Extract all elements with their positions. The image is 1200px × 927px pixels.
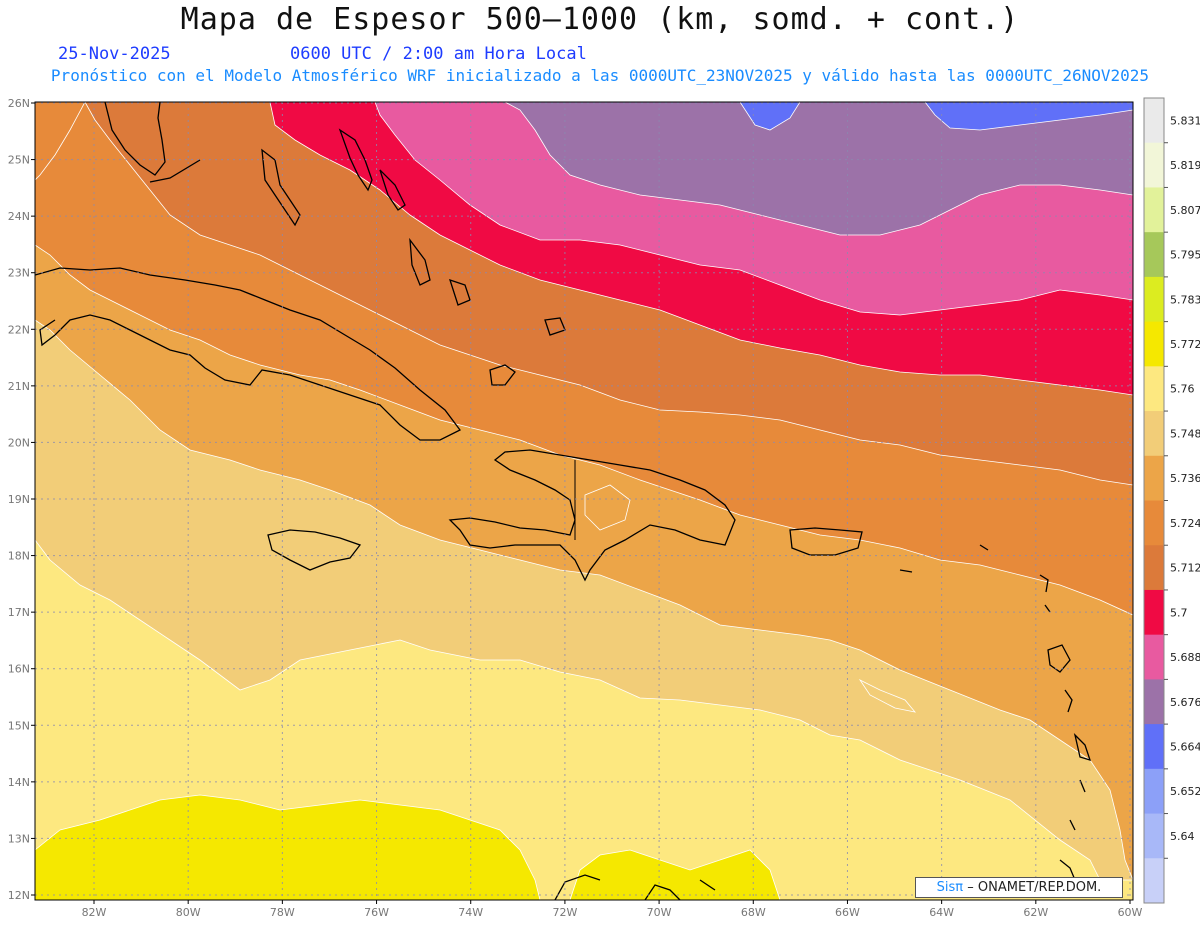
lat-lon-grid <box>35 102 1133 900</box>
map-frame <box>34 101 1134 901</box>
colorbar-label: 5.831 <box>1170 114 1200 127</box>
lat-label: 23N <box>8 267 30 280</box>
lon-label: 68W <box>741 906 766 919</box>
colorbar-label: 5.724 <box>1170 517 1200 530</box>
colorbar-label: 5.7 <box>1170 606 1188 619</box>
colorbar-segment <box>1144 679 1164 725</box>
colorbar-segment <box>1144 232 1164 278</box>
colorbar-label: 5.736 <box>1170 472 1200 485</box>
lon-label: 62W <box>1023 906 1048 919</box>
lat-label: 21N <box>8 380 30 393</box>
colorbar-label: 5.748 <box>1170 427 1200 440</box>
colorbar-label: 5.676 <box>1170 696 1200 709</box>
lon-label: 70W <box>647 906 672 919</box>
colorbar-label: 5.819 <box>1170 159 1200 172</box>
map-title: Mapa de Espesor 500—1000 (km, somd. + co… <box>180 2 1020 37</box>
colorbar-label: 5.807 <box>1170 204 1200 217</box>
credit-org: – ONAMET/REP.DOM. <box>967 880 1102 895</box>
colorbar-segment <box>1144 768 1164 815</box>
colorbar-segment <box>1144 724 1164 770</box>
credit-badge: Sisπ – ONAMET/REP.DOM. <box>915 877 1123 898</box>
lon-label: 64W <box>929 906 954 919</box>
colorbar-segment <box>1144 858 1164 904</box>
colorbar-segment <box>1144 589 1164 636</box>
lat-label: 20N <box>8 436 30 449</box>
lon-label: 60W <box>1118 906 1143 919</box>
colorbar: 5.831 5.819 5.807 5.795 5.783 5.772 5.76 5.748 5… <box>1143 97 1200 904</box>
colorbar-segment <box>1144 455 1164 501</box>
lat-label: 25N <box>8 154 30 167</box>
lon-label: 72W <box>552 906 577 919</box>
longitude-labels: 82W 80W 78W 76W 74W 72W 70W 68W 66W 64W 62W 60W <box>82 900 1143 919</box>
lon-label: 76W <box>364 906 389 919</box>
lon-label: 80W <box>176 906 201 919</box>
colorbar-label: 5.795 <box>1170 249 1200 262</box>
latitude-labels: 26N 25N 24N 23N 22N 21N 20N 19N 18N 17N 16N 15N 14N 1… <box>8 97 35 902</box>
colorbar-segment <box>1144 545 1164 591</box>
colorbar-segment <box>1144 187 1164 233</box>
colorbar-label: 5.76 <box>1170 383 1195 396</box>
colorbar-label: 5.652 <box>1170 785 1200 798</box>
lon-label: 78W <box>270 906 295 919</box>
colorbar-label: 5.712 <box>1170 562 1200 575</box>
time-label: 0600 UTC / 2:00 am Hora Local <box>290 44 587 64</box>
lat-label: 15N <box>8 719 30 732</box>
lat-label: 22N <box>8 323 30 336</box>
colorbar-segment <box>1144 98 1164 144</box>
colorbar-segment <box>1144 366 1164 412</box>
lat-label: 26N <box>8 97 30 110</box>
colorbar-segment <box>1144 142 1164 188</box>
date-label: 25-Nov-2025 <box>58 44 171 64</box>
lon-label: 66W <box>835 906 860 919</box>
lon-label: 82W <box>82 906 107 919</box>
colorbar-label: 5.64 <box>1170 830 1195 843</box>
lat-label: 17N <box>8 606 30 619</box>
colorbar-segment <box>1144 276 1164 323</box>
lat-label: 14N <box>8 776 30 789</box>
lat-label: 16N <box>8 663 30 676</box>
colorbar-segment <box>1144 411 1164 457</box>
lon-label: 74W <box>458 906 483 919</box>
colorbar-segment <box>1144 634 1164 680</box>
credit-brand: Sisπ <box>936 880 964 895</box>
lat-label: 24N <box>8 210 30 223</box>
lat-label: 12N <box>8 889 30 902</box>
lat-label: 19N <box>8 493 30 506</box>
colorbar-label: 5.688 <box>1170 651 1200 664</box>
colorbar-label: 5.772 <box>1170 338 1200 351</box>
forecast-info: Pronóstico con el Modelo Atmosférico WRF… <box>50 66 1150 85</box>
colorbar-segment <box>1144 500 1164 546</box>
colorbar-label: 5.783 <box>1170 293 1200 306</box>
lat-label: 13N <box>8 832 30 845</box>
colorbar-segment <box>1144 813 1164 859</box>
thickness-fill <box>35 102 1133 900</box>
lat-label: 18N <box>8 550 30 563</box>
colorbar-label: 5.664 <box>1170 740 1200 753</box>
colorbar-segment <box>1144 321 1164 367</box>
